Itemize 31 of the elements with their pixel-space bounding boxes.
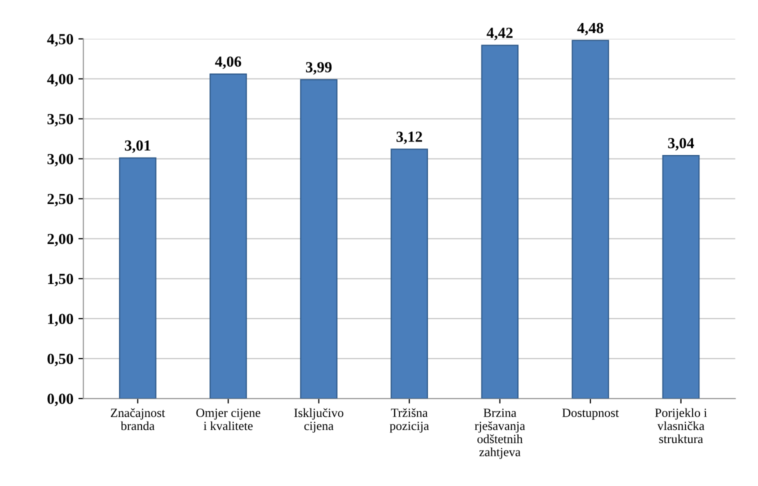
x-tick-label: Brzina rješavanja odštetnih zahtjeva	[474, 408, 526, 459]
y-tick-label: 0,50	[48, 354, 74, 366]
data-label: 4,42	[486, 28, 513, 40]
y-tick-label: 2,00	[48, 234, 74, 246]
y-tick-label: 2,50	[48, 194, 74, 206]
x-tick-label: Značajnost branda	[110, 408, 166, 430]
x-tick-label: Omjer cijene i kvalitete	[196, 408, 260, 430]
data-label: 4,06	[215, 56, 242, 69]
x-tick-label: Dostupnost	[562, 408, 619, 420]
x-tick-label: Tržišna pozicija	[390, 408, 429, 433]
data-label: 3,01	[124, 140, 150, 153]
bar	[481, 44, 519, 399]
bar	[662, 155, 700, 399]
data-label: 3,99	[306, 62, 332, 75]
y-tick-label: 0,00	[48, 394, 74, 406]
y-tick-label: 1,00	[48, 314, 74, 326]
y-tick-label: 3,00	[47, 154, 74, 166]
x-tick-label: Isključivo cijena	[294, 408, 344, 433]
y-tick-label: 1,50	[48, 274, 74, 286]
bar	[390, 148, 428, 399]
x-tick-label: Porijeklo i vlasnička struktura	[655, 408, 707, 444]
data-label: 4,48	[577, 22, 604, 36]
y-tick-label: 3,50	[47, 114, 74, 126]
data-label: 3,04	[668, 138, 694, 151]
bar	[210, 73, 247, 399]
bar	[300, 79, 338, 399]
bar	[572, 40, 610, 399]
bar	[119, 157, 156, 399]
data-label: 3,12	[396, 132, 422, 144]
y-tick-label: 4,00	[47, 74, 74, 87]
y-tick-label: 4,50	[47, 34, 74, 47]
